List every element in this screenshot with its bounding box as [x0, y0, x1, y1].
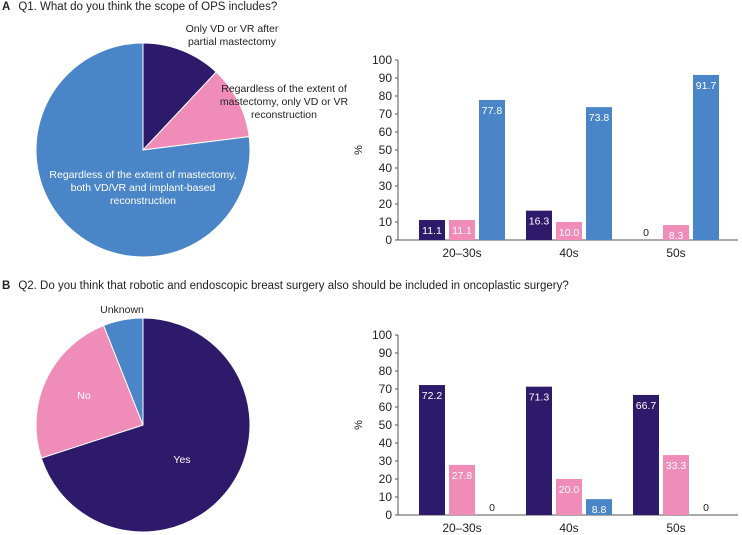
- q1-bar-bar: [663, 225, 689, 240]
- q1-bar-y-tick-label: 90: [379, 71, 393, 85]
- q1-bar-bar-value-label: 91.7: [696, 80, 717, 92]
- q2-bar-y-tick-label: 60: [379, 400, 393, 414]
- q1-bar-y-tick-label: 30: [379, 179, 393, 193]
- q1-bar-category-label: 40s: [559, 246, 578, 260]
- q1-pie-slice-3: [35, 42, 251, 258]
- q2-bar-y-tick-label: 20: [379, 472, 393, 486]
- q2-bar-y-tick-label: 10: [379, 490, 393, 504]
- pie-chart-q1: Only VD or VR after partial mastectomy Reg…: [35, 23, 349, 258]
- panel-b-title: B Q2. Do you think that robotic and endos…: [2, 280, 569, 292]
- q2-bar-bar-value-label: 27.8: [452, 470, 473, 482]
- q1-bar-y-tick-label: 0: [385, 233, 392, 247]
- q2-bar-bar: [526, 386, 552, 515]
- q2-bar-y-tick-label: 100: [372, 328, 392, 342]
- q2-pie-slice-label-3: Unknown: [100, 304, 144, 316]
- q2-bar-bar: [663, 455, 689, 515]
- q2-bar-bar: [419, 385, 445, 515]
- q1-bar-bar: [419, 220, 445, 240]
- q2-bar-category-label: 40s: [559, 521, 578, 535]
- bar-chart-q2: 0 10 20 30 40 50 60 70 80 90 100% 72.2 27.8 0 20–30s 71…: [353, 328, 738, 535]
- q2-bar-y-tick-label: 30: [379, 454, 393, 468]
- q2-bar-y-tick-label: 80: [379, 364, 393, 378]
- q1-bar-bar-value-label: 77.8: [482, 105, 503, 117]
- bar-chart-q1: 0 10 20 30 40 50 60 70 80 90 100% 11.1 11.1 77.8 20–30…: [353, 53, 738, 260]
- q1-bar-y-tick-label: 60: [379, 125, 393, 139]
- q2-bar-y-tick-label: 50: [379, 418, 393, 432]
- q2-bar-bar: [586, 499, 612, 515]
- q1-bar-y-tick-label: 10: [379, 215, 393, 229]
- q1-bar-bar: [449, 220, 475, 240]
- q1-bar-y-tick-label: 50: [379, 143, 393, 157]
- q1-bar-bar-value-label: 11.1: [452, 225, 472, 237]
- q1-bar-bar-value-label: 8.3: [669, 230, 684, 242]
- q1-bar-y-tick-label: 70: [379, 107, 393, 121]
- q1-bar-y-tick-label: 20: [379, 197, 393, 211]
- q2-bar-y-tick-label: 90: [379, 346, 393, 360]
- panel-a-title: A Q1. What do you think the scope of OPS …: [2, 1, 277, 13]
- q2-bar-bar: [556, 479, 582, 515]
- q1-bar-y-tick-label: 100: [372, 53, 392, 67]
- q2-bar-y-tick-label: 0: [385, 508, 392, 522]
- q1-bar-bar-value-label: 73.8: [589, 112, 610, 124]
- q1-pie-slice-label-2: Regardless of the extent of mastectomy, o…: [220, 83, 349, 121]
- q1-bar-bar-value-label: 16.3: [529, 216, 550, 228]
- q1-bar-y-tick-label: 40: [379, 161, 393, 175]
- q2-bar-bar-value-label: 66.7: [636, 400, 657, 412]
- q1-bar-category-label: 50s: [666, 246, 685, 260]
- q1-bar-bar: [693, 74, 719, 240]
- q1-bar-bar: [479, 99, 505, 241]
- q1-bar-y-label: %: [353, 145, 365, 155]
- pie-chart-q2: Yes No Unknown: [35, 304, 251, 533]
- q2-pie-slice-3: [102, 317, 144, 426]
- q1-bar-bar: [526, 210, 552, 240]
- q1-pie-slice-label-3: Regardless of the extent of mastectomy, b…: [49, 169, 236, 207]
- q1-bar-bar: [556, 222, 582, 240]
- q2-bar-y-label: %: [353, 420, 365, 430]
- q2-bar-bar: [449, 464, 475, 515]
- q1-pie-slice-1: [142, 42, 217, 152]
- q1-bar-category-label: 20–30s: [442, 246, 481, 260]
- q2-bar-bar-value-label: 20.0: [559, 484, 580, 496]
- panel-b-letter: B: [2, 280, 11, 292]
- panel-b-question: Q2. Do you think that robotic and endosc…: [18, 280, 569, 292]
- q2-bar-category-label: 20–30s: [442, 521, 481, 535]
- panel-a-letter: A: [2, 1, 11, 13]
- q2-bar-bar-value-label: 0: [489, 502, 495, 514]
- q2-bar-y-tick-label: 70: [379, 382, 393, 396]
- q2-bar-y-tick-label: 40: [379, 436, 393, 450]
- q1-bar-bar-value-label: 11.1: [422, 225, 442, 237]
- q2-bar-bar-value-label: 0: [703, 502, 709, 514]
- q2-pie-slice-label-1: Yes: [173, 454, 190, 466]
- q2-bar-bar-value-label: 72.2: [422, 390, 443, 402]
- q2-pie-slice-label-2: No: [77, 390, 91, 402]
- q2-bar-bar-value-label: 71.3: [529, 392, 550, 404]
- q1-pie-slice-2: [141, 71, 250, 151]
- q2-bar-category-label: 50s: [666, 521, 685, 535]
- q1-bar-y-tick-label: 80: [379, 89, 393, 103]
- q1-bar-bar-value-label: 0: [643, 227, 649, 239]
- q1-pie-slice-label-1: Only VD or VR after partial mastectomy: [186, 23, 279, 48]
- q1-bar-bar-value-label: 10.0: [559, 227, 580, 239]
- q2-bar-bar-value-label: 33.3: [666, 460, 687, 472]
- q1-bar-bar: [586, 107, 612, 240]
- q2-bar-bar: [633, 394, 659, 515]
- q2-pie-slice-1: [40, 317, 251, 533]
- q2-bar-bar-value-label: 8.8: [592, 504, 607, 516]
- panel-a-question: Q1. What do you think the scope of OPS i…: [18, 1, 278, 13]
